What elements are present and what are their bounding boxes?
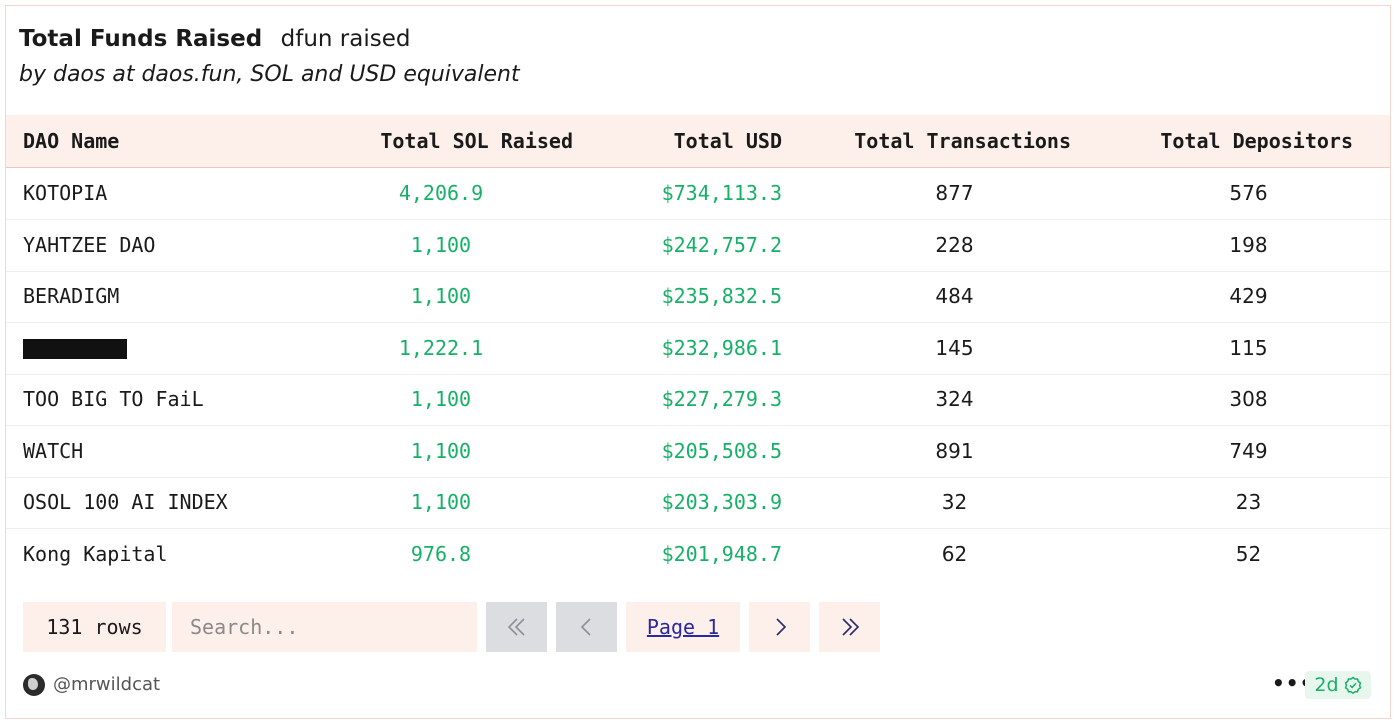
dao-name-cell bbox=[23, 323, 127, 374]
total-sol-cell: 1,100 bbox=[410, 387, 472, 411]
dao-name-cell: TOO BIG TO FaiL bbox=[23, 387, 204, 411]
total-depositors-cell: 198 bbox=[1229, 232, 1268, 257]
total-transactions-cell: 228 bbox=[935, 232, 974, 257]
table-row: KOTOPIA 4,206.9 $734,113.3 877 576 bbox=[6, 168, 1390, 220]
total-depositors-cell: 429 bbox=[1229, 284, 1268, 308]
total-transactions-cell: 32 bbox=[941, 490, 968, 514]
age-badge[interactable]: 2d bbox=[1305, 671, 1371, 699]
total-usd-cell: $227,279.3 bbox=[661, 387, 782, 411]
total-depositors-cell: 308 bbox=[1229, 387, 1268, 411]
total-usd-cell: $734,113.3 bbox=[661, 181, 782, 205]
total-sol-cell: 4,206.9 bbox=[398, 181, 484, 205]
total-sol-cell: 976.8 bbox=[410, 541, 472, 566]
avatar bbox=[23, 674, 45, 696]
column-header-total-usd[interactable]: Total USD bbox=[673, 129, 782, 153]
total-transactions-cell: 62 bbox=[941, 541, 968, 566]
column-header-total-sol[interactable]: Total SOL Raised bbox=[380, 129, 573, 153]
table-row: 1,222.1 $232,986.1 145 115 bbox=[6, 323, 1390, 375]
table-row: OSOL 100 AI INDEX 1,100 $203,303.9 32 23 bbox=[6, 477, 1390, 529]
next-page-button[interactable] bbox=[749, 602, 810, 652]
page-description: by daos at daos.fun, SOL and USD equival… bbox=[19, 62, 520, 87]
age-label: 2d bbox=[1314, 674, 1339, 696]
current-page-link[interactable]: Page 1 bbox=[626, 602, 740, 652]
first-page-button[interactable] bbox=[486, 602, 547, 652]
total-transactions-cell: 145 bbox=[935, 335, 974, 360]
page-title: Total Funds Raised bbox=[19, 26, 263, 52]
total-transactions-cell: 891 bbox=[935, 438, 974, 463]
page-subtitle: dfun raised bbox=[280, 26, 411, 52]
previous-page-button[interactable] bbox=[556, 602, 617, 652]
chevron-left-icon bbox=[580, 618, 591, 636]
total-sol-cell: 1,100 bbox=[410, 438, 472, 463]
total-depositors-cell: 576 bbox=[1229, 181, 1268, 205]
total-depositors-cell: 23 bbox=[1235, 490, 1262, 514]
total-sol-cell: 1,222.1 bbox=[398, 335, 484, 360]
search-input[interactable] bbox=[172, 602, 477, 652]
redacted-name-block bbox=[23, 339, 127, 359]
double-chevron-left-icon bbox=[507, 618, 525, 636]
double-chevron-right-icon bbox=[841, 618, 859, 636]
dao-name-cell: KOTOPIA bbox=[23, 181, 108, 205]
total-usd-cell: $232,986.1 bbox=[661, 335, 782, 360]
author-link[interactable]: @mrwildcat bbox=[23, 673, 160, 697]
total-depositors-cell: 115 bbox=[1229, 335, 1268, 360]
total-sol-cell: 1,100 bbox=[410, 490, 472, 514]
pagination-bar: 131 rows Page 1 bbox=[6, 602, 1390, 652]
total-usd-cell: $242,757.2 bbox=[661, 232, 782, 257]
total-transactions-cell: 877 bbox=[935, 181, 974, 205]
table-row: YAHTZEE DAO 1,100 $242,757.2 228 198 bbox=[6, 220, 1390, 272]
total-usd-cell: $203,303.9 bbox=[661, 490, 782, 514]
title-row: Total Funds Raised dfun raised bbox=[19, 26, 410, 56]
total-sol-cell: 1,100 bbox=[410, 284, 472, 308]
row-count: 131 rows bbox=[23, 602, 166, 652]
column-header-total-transactions[interactable]: Total Transactions bbox=[854, 129, 1071, 153]
table-row: Kong Kapital 976.8 $201,948.7 62 52 bbox=[6, 529, 1390, 581]
table-row: TOO BIG TO FaiL 1,100 $227,279.3 324 308 bbox=[6, 374, 1390, 426]
total-usd-cell: $235,832.5 bbox=[661, 284, 782, 308]
total-transactions-cell: 324 bbox=[935, 387, 974, 411]
column-header-total-depositors[interactable]: Total Depositors bbox=[1160, 129, 1353, 153]
verified-check-icon bbox=[1344, 676, 1361, 694]
dao-name-cell: WATCH bbox=[23, 438, 84, 463]
dao-name-cell: YAHTZEE DAO bbox=[23, 232, 156, 257]
last-page-button[interactable] bbox=[819, 602, 880, 652]
author-name: @mrwildcat bbox=[53, 674, 161, 695]
table-row: BERADIGM 1,100 $235,832.5 484 429 bbox=[6, 271, 1390, 323]
total-depositors-cell: 52 bbox=[1235, 541, 1262, 566]
dao-name-cell: Kong Kapital bbox=[23, 541, 168, 566]
total-transactions-cell: 484 bbox=[935, 284, 974, 308]
dao-name-cell: OSOL 100 AI INDEX bbox=[23, 490, 228, 514]
total-depositors-cell: 749 bbox=[1229, 438, 1268, 463]
table-row: WATCH 1,100 $205,508.5 891 749 bbox=[6, 426, 1390, 478]
column-header-dao-name[interactable]: DAO Name bbox=[23, 129, 120, 153]
total-usd-cell: $201,948.7 bbox=[661, 541, 782, 566]
chevron-right-icon bbox=[775, 618, 786, 636]
table-header: DAO Name Total SOL Raised Total USD Tota… bbox=[6, 115, 1390, 168]
query-result-card: Total Funds Raised dfun raised by daos a… bbox=[5, 5, 1391, 719]
card-footer: @mrwildcat ••• 2d bbox=[6, 670, 1390, 700]
total-usd-cell: $205,508.5 bbox=[661, 438, 782, 463]
dao-name-cell: BERADIGM bbox=[23, 284, 120, 308]
total-sol-cell: 1,100 bbox=[410, 232, 472, 257]
